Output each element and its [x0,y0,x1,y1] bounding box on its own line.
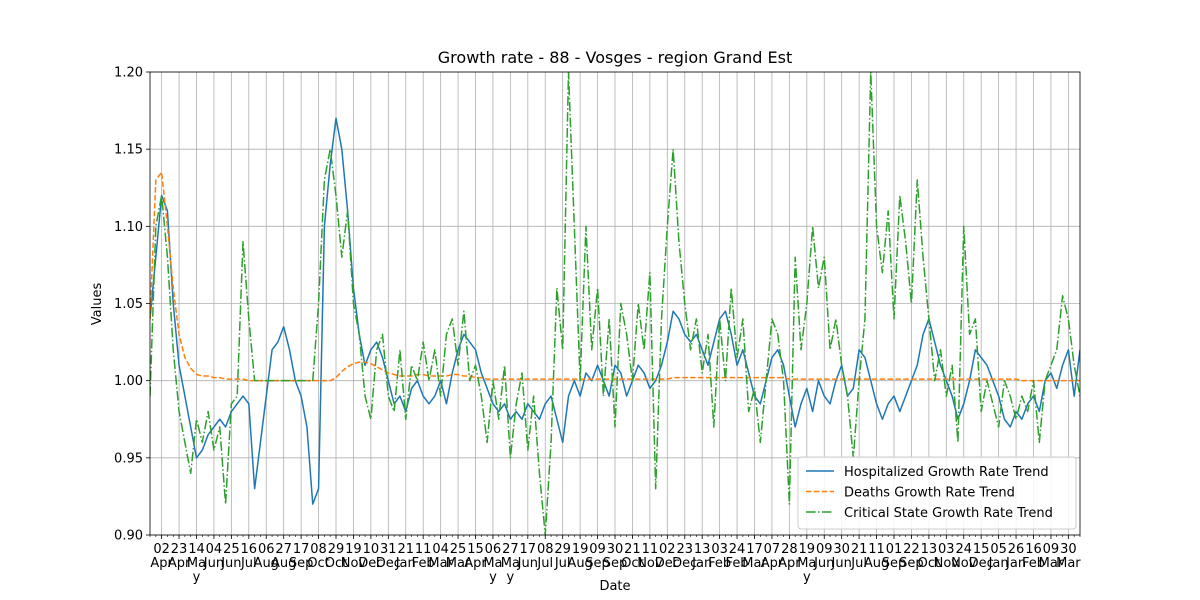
plot-frame [149,71,1081,536]
x-tick-label: 30 Jun [831,542,852,571]
legend-label: Critical State Growth Rate Trend [844,506,1053,521]
x-tick-label: 21 Jul [850,542,868,571]
x-tick-label: 05 Jan [988,542,1009,571]
x-tick-label: 17 Jun [517,542,538,571]
x-tick-label: 29 Oct [324,542,348,571]
x-tick-label: 09 Sep [585,542,610,571]
x-tick-label: 22 Sep [899,542,924,571]
x-axis-label: Date [599,579,630,594]
y-tick-label: 1.05 [114,297,143,312]
x-tick-label: 25 Jun [221,542,242,571]
x-tick-label: 02 Dec [654,542,680,571]
x-tick-label: 04 Jun [203,542,225,571]
x-tick-label: 16 Feb [1021,542,1046,571]
x-tick-label: 17 Sep [288,542,314,571]
x-tick-label: 04 Mar [428,542,453,571]
x-tick-label: 13 Jan [692,542,713,571]
x-tick-label: 03 Feb [708,542,732,571]
legend-label: Hospitalized Growth Rate Trend [844,465,1049,480]
x-tick-label: 01 Sep [881,542,907,571]
x-tick-label: 19 Aug [567,542,593,571]
x-tick-label: 27 May [500,542,520,585]
x-tick-label: 19 May [797,542,817,585]
line-series [150,117,1080,505]
x-tick-label: 13 Oct [917,542,941,571]
x-tick-label: 28 Apr [778,542,801,571]
x-tick-label: 15 Dec [968,542,994,571]
y-tick-label: 0.90 [114,529,143,544]
y-tick-label: 0.95 [114,451,143,466]
chart-title: Growth rate - 88 - Vosges - region Grand… [438,48,792,67]
x-tick-label: 23 Apr [167,542,191,571]
x-tick-label: 11 Nov [637,542,663,571]
x-tick-label: 14 May [186,542,207,585]
x-tick-label: 21 Oct [621,542,644,571]
x-tick-label: 29 Jul [554,542,571,571]
x-tick-label: 31 Dec [375,542,401,571]
x-tick-label: 09 Mar [1038,542,1064,571]
y-tick-label: 1.00 [114,374,143,389]
line-series [150,171,1080,382]
x-tick-label: 08 Jul [536,542,554,571]
x-tick-label: 21 Jan [395,542,416,571]
y-tick-label: 1.10 [114,220,143,235]
x-tick-label: 17 Mar [742,542,767,571]
x-tick-label: 11 Feb [411,542,435,571]
x-tick-label: 25 Mar [445,542,471,571]
x-tick-label: 09 Jun [814,542,835,571]
x-tick-label: 06 May [483,542,503,585]
x-tick-label: 19 Nov [340,542,367,571]
y-axis-label: Values [90,283,105,326]
x-tick-label: 24 Nov [951,542,977,571]
x-tick-label: 02 Apr [150,542,173,571]
x-tick-label: 03 Nov [933,542,959,571]
x-tick-label: 08 Oct [307,542,330,571]
y-tick-label: 1.15 [114,143,143,158]
line-series [150,72,1080,535]
legend-box [797,456,1077,530]
x-tick-label: 26 Jan [1006,542,1027,571]
x-tick-label: 30 Mar [1056,542,1081,571]
x-tick-label: 27 Aug [270,542,297,571]
x-tick-label: 23 Dec [672,542,698,571]
legend: Hospitalized Growth Rate Trend Deaths Gro… [797,456,1077,530]
x-tick-label: 30 Sep [602,542,628,571]
x-tick-label: 15 Apr [464,542,487,571]
x-tick-label: 10 Dec [358,542,384,571]
legend-label: Deaths Growth Rate Trend [844,486,1015,501]
x-tick-label: 07 Apr [760,542,784,571]
y-tick-label: 1.20 [114,66,143,81]
x-tick-label: 24 Feb [725,542,749,571]
x-tick-label: 11 Aug [863,542,890,571]
x-tick-label: 06 Aug [253,542,279,571]
x-tick-label: 16 Jul [240,542,258,571]
